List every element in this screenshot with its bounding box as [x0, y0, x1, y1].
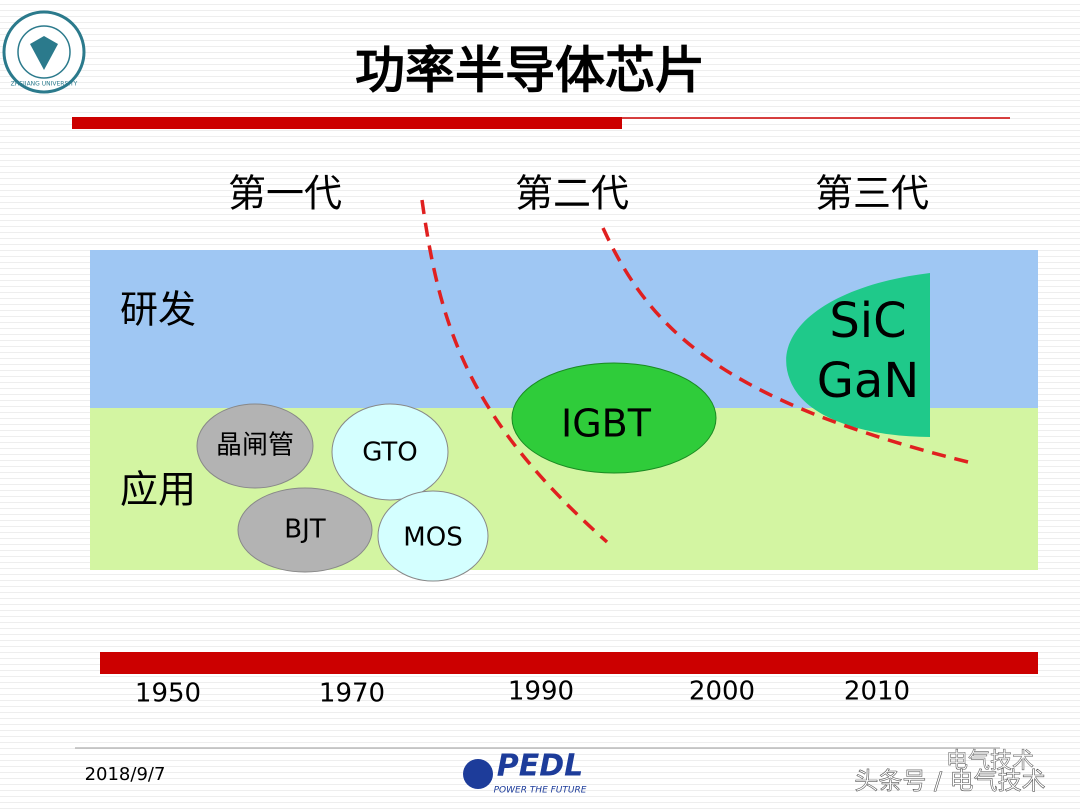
generation-divider — [601, 227, 969, 464]
device-label: SiC — [829, 293, 906, 349]
logo-text: ZHEJIANG UNIVERSITY — [11, 81, 78, 88]
device-ellipse — [331, 403, 449, 501]
watermark-source: 头条号 / 电气技术 — [854, 767, 1045, 795]
band-label: 应用 — [120, 468, 196, 512]
year-label: 1970 — [319, 679, 385, 709]
device-ellipse — [511, 362, 717, 474]
device-ellipse — [196, 403, 314, 489]
device-label: 晶闸管 — [216, 431, 294, 461]
generation-label: 第二代 — [515, 172, 629, 216]
year-label: 1950 — [135, 679, 201, 709]
device-label: BJT — [284, 515, 326, 545]
generation-divider — [420, 199, 609, 544]
band-label: 研发 — [120, 288, 196, 332]
timeline-bar — [100, 652, 1038, 674]
device-label: MOS — [403, 523, 462, 553]
brand-text: PEDL — [497, 749, 584, 784]
slide-title: 功率半导体芯片 — [355, 42, 705, 100]
generation-label: 第三代 — [815, 172, 929, 216]
university-logo: ZHEJIANG UNIVERSITY — [2, 10, 86, 94]
wide-bandgap-shape — [786, 273, 930, 437]
year-label: 2000 — [689, 677, 755, 707]
device-ellipse — [377, 490, 489, 582]
brand-slogan: POWER THE FUTURE — [494, 786, 587, 796]
watermark: 电气技术 — [946, 749, 1034, 774]
year-label: 2010 — [844, 677, 910, 707]
footer-date: 2018/9/7 — [85, 764, 166, 785]
device-label: GaN — [817, 353, 920, 409]
title-bar — [72, 117, 622, 129]
device-label: IGBT — [561, 402, 652, 446]
device-label: GTO — [362, 438, 418, 468]
device-ellipse — [237, 487, 373, 573]
generation-label: 第一代 — [228, 172, 342, 216]
pedl-logo: PEDL POWER THE FUTURE — [463, 749, 587, 796]
year-label: 1990 — [508, 677, 574, 707]
